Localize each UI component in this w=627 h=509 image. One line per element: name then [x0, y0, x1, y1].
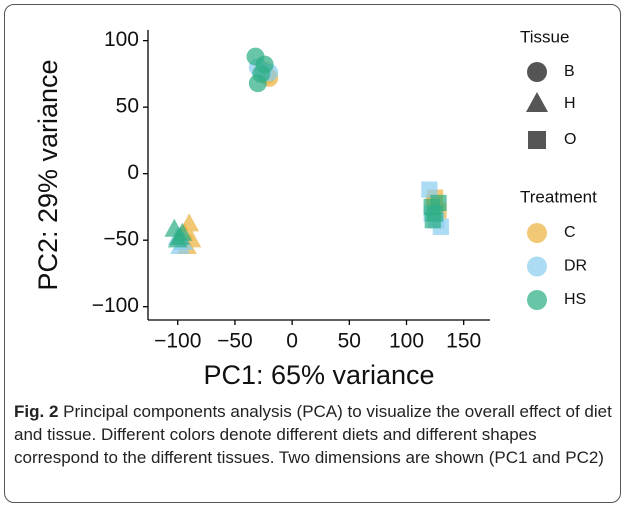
legend-swatch	[527, 256, 547, 277]
point	[248, 74, 267, 93]
caption: Fig. 2 Principal components analysis (PC…	[14, 400, 614, 469]
legend-shape	[528, 131, 546, 149]
legend-label: DR	[564, 258, 587, 275]
y-tick-label: 50	[116, 95, 139, 118]
y-tick-label: −100	[92, 294, 139, 317]
legend-swatch	[527, 290, 547, 310]
legend-swatch	[527, 223, 547, 243]
x-axis-title: PC1: 65% variance	[203, 360, 434, 390]
x-tick-label: 0	[286, 330, 298, 353]
legend-label: B	[564, 63, 575, 80]
y-tick-label: −50	[103, 228, 139, 251]
legend-label: HS	[564, 291, 586, 308]
x-tick-label: 100	[389, 330, 424, 353]
point	[255, 55, 274, 74]
x-tick-label: 50	[338, 330, 361, 353]
legend-title: Treatment	[520, 187, 597, 206]
x-tick-label: 150	[446, 330, 481, 353]
x-tick-label: −100	[154, 330, 201, 353]
legend-shape	[527, 62, 547, 82]
caption-label: Fig. 2	[14, 402, 59, 421]
point	[424, 212, 441, 229]
legend-title: Tissue	[520, 27, 569, 46]
legend-label: H	[564, 95, 576, 112]
point	[172, 222, 193, 241]
y-tick-label: 100	[104, 28, 139, 51]
x-tick-label: −50	[217, 330, 253, 353]
figure-frame	[4, 4, 621, 503]
legend-shape	[526, 92, 548, 112]
caption-text: Principal components analysis (PCA) to v…	[14, 402, 612, 467]
point	[421, 181, 438, 198]
chart: PC1: 65% variance PC2: 29% variance Tiss…	[33, 27, 597, 390]
y-axis-title: PC2: 29% variance	[33, 59, 63, 290]
point	[430, 194, 447, 212]
y-tick-label: 0	[127, 161, 139, 184]
legend-label: O	[564, 131, 576, 148]
legend-label: C	[564, 224, 576, 241]
